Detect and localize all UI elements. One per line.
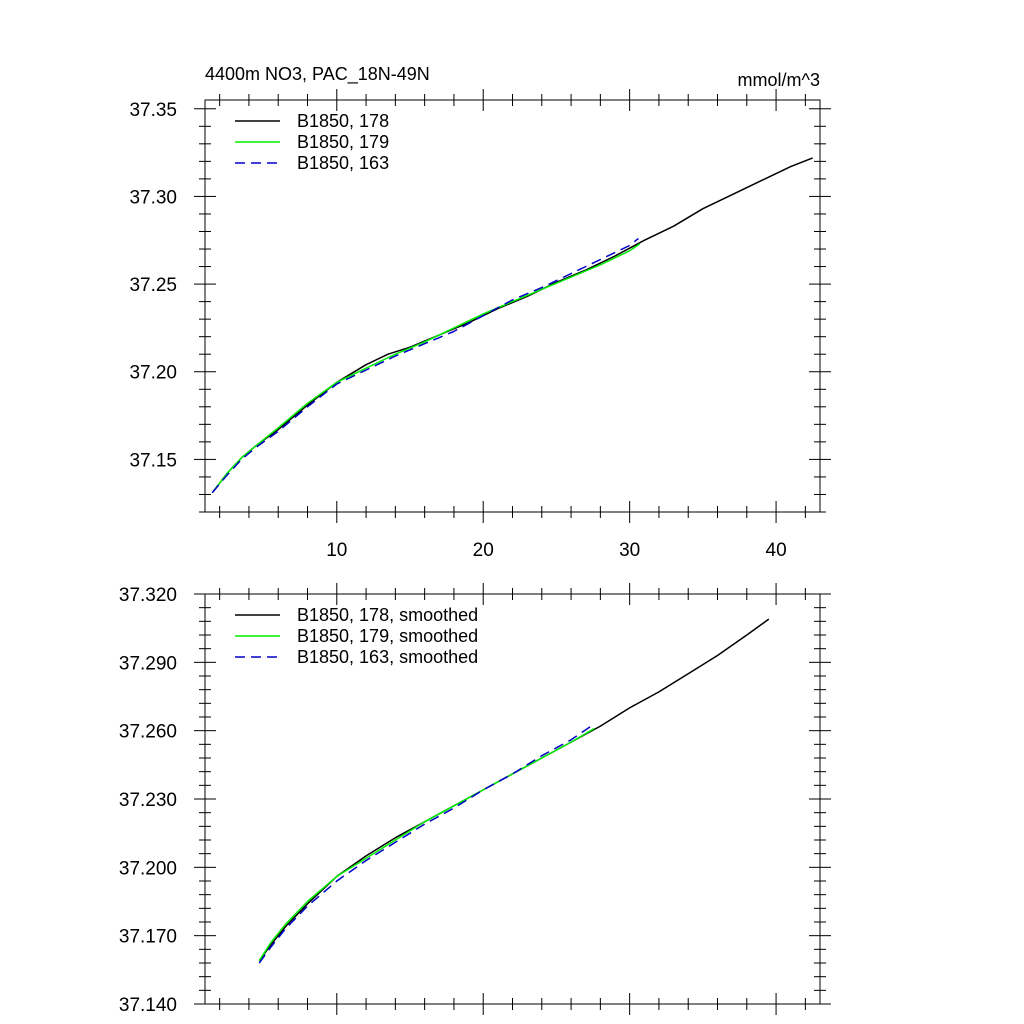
top-panel-title: 4400m NO3, PAC_18N-49N <box>205 64 430 85</box>
y-tick-label: 37.260 <box>119 722 177 743</box>
bottom-ticks: 37.140 37.170 37.200 37.230 37.260 37.290 37.3… <box>119 583 831 1016</box>
y-tick-label: 37.230 <box>119 790 177 811</box>
bottom-panel: 37.140 37.170 37.200 37.230 37.260 37.290 37.3… <box>119 583 831 1016</box>
top-panel: 4400m NO3, PAC_18N-49N mmol/m^3 10 20 30 40… <box>129 64 831 561</box>
legend-label-1: B1850, 178 <box>297 111 389 131</box>
y-tick-label: 37.320 <box>119 585 177 606</box>
bottom-series <box>258 618 770 964</box>
top-ticks: 10 20 30 40 37.15 37.20 37.25 37.30 37.35 <box>129 89 831 561</box>
x-tick-label: 30 <box>619 540 640 561</box>
y-tick-label: 37.25 <box>129 275 177 296</box>
series-line-1 <box>258 618 770 962</box>
x-tick-label: 10 <box>326 540 347 561</box>
legend-label-2: B1850, 179 <box>297 132 389 152</box>
series-line-3 <box>258 723 595 964</box>
series-line-2 <box>258 727 595 962</box>
y-tick-label: 37.290 <box>119 653 177 674</box>
series-line-1 <box>211 157 813 494</box>
y-tick-label: 37.30 <box>129 187 177 208</box>
legend-label-3: B1850, 163 <box>297 153 389 173</box>
x-tick-label: 20 <box>473 540 494 561</box>
legend-label-2: B1850, 179, smoothed <box>297 626 478 646</box>
y-tick-label: 37.200 <box>119 858 177 879</box>
legend-label-3: B1850, 163, smoothed <box>297 647 478 667</box>
legend-label-1: B1850, 178, smoothed <box>297 605 478 625</box>
y-tick-label: 37.20 <box>129 363 177 384</box>
y-tick-label: 37.15 <box>129 450 177 471</box>
series-line-2 <box>211 243 641 494</box>
y-tick-label: 37.170 <box>119 927 177 948</box>
y-tick-label: 37.140 <box>119 995 177 1016</box>
top-panel-units: mmol/m^3 <box>738 70 820 90</box>
x-tick-label: 40 <box>766 540 787 561</box>
y-tick-label: 37.35 <box>129 100 177 121</box>
series-line-3 <box>211 237 639 494</box>
top-series <box>211 157 813 494</box>
